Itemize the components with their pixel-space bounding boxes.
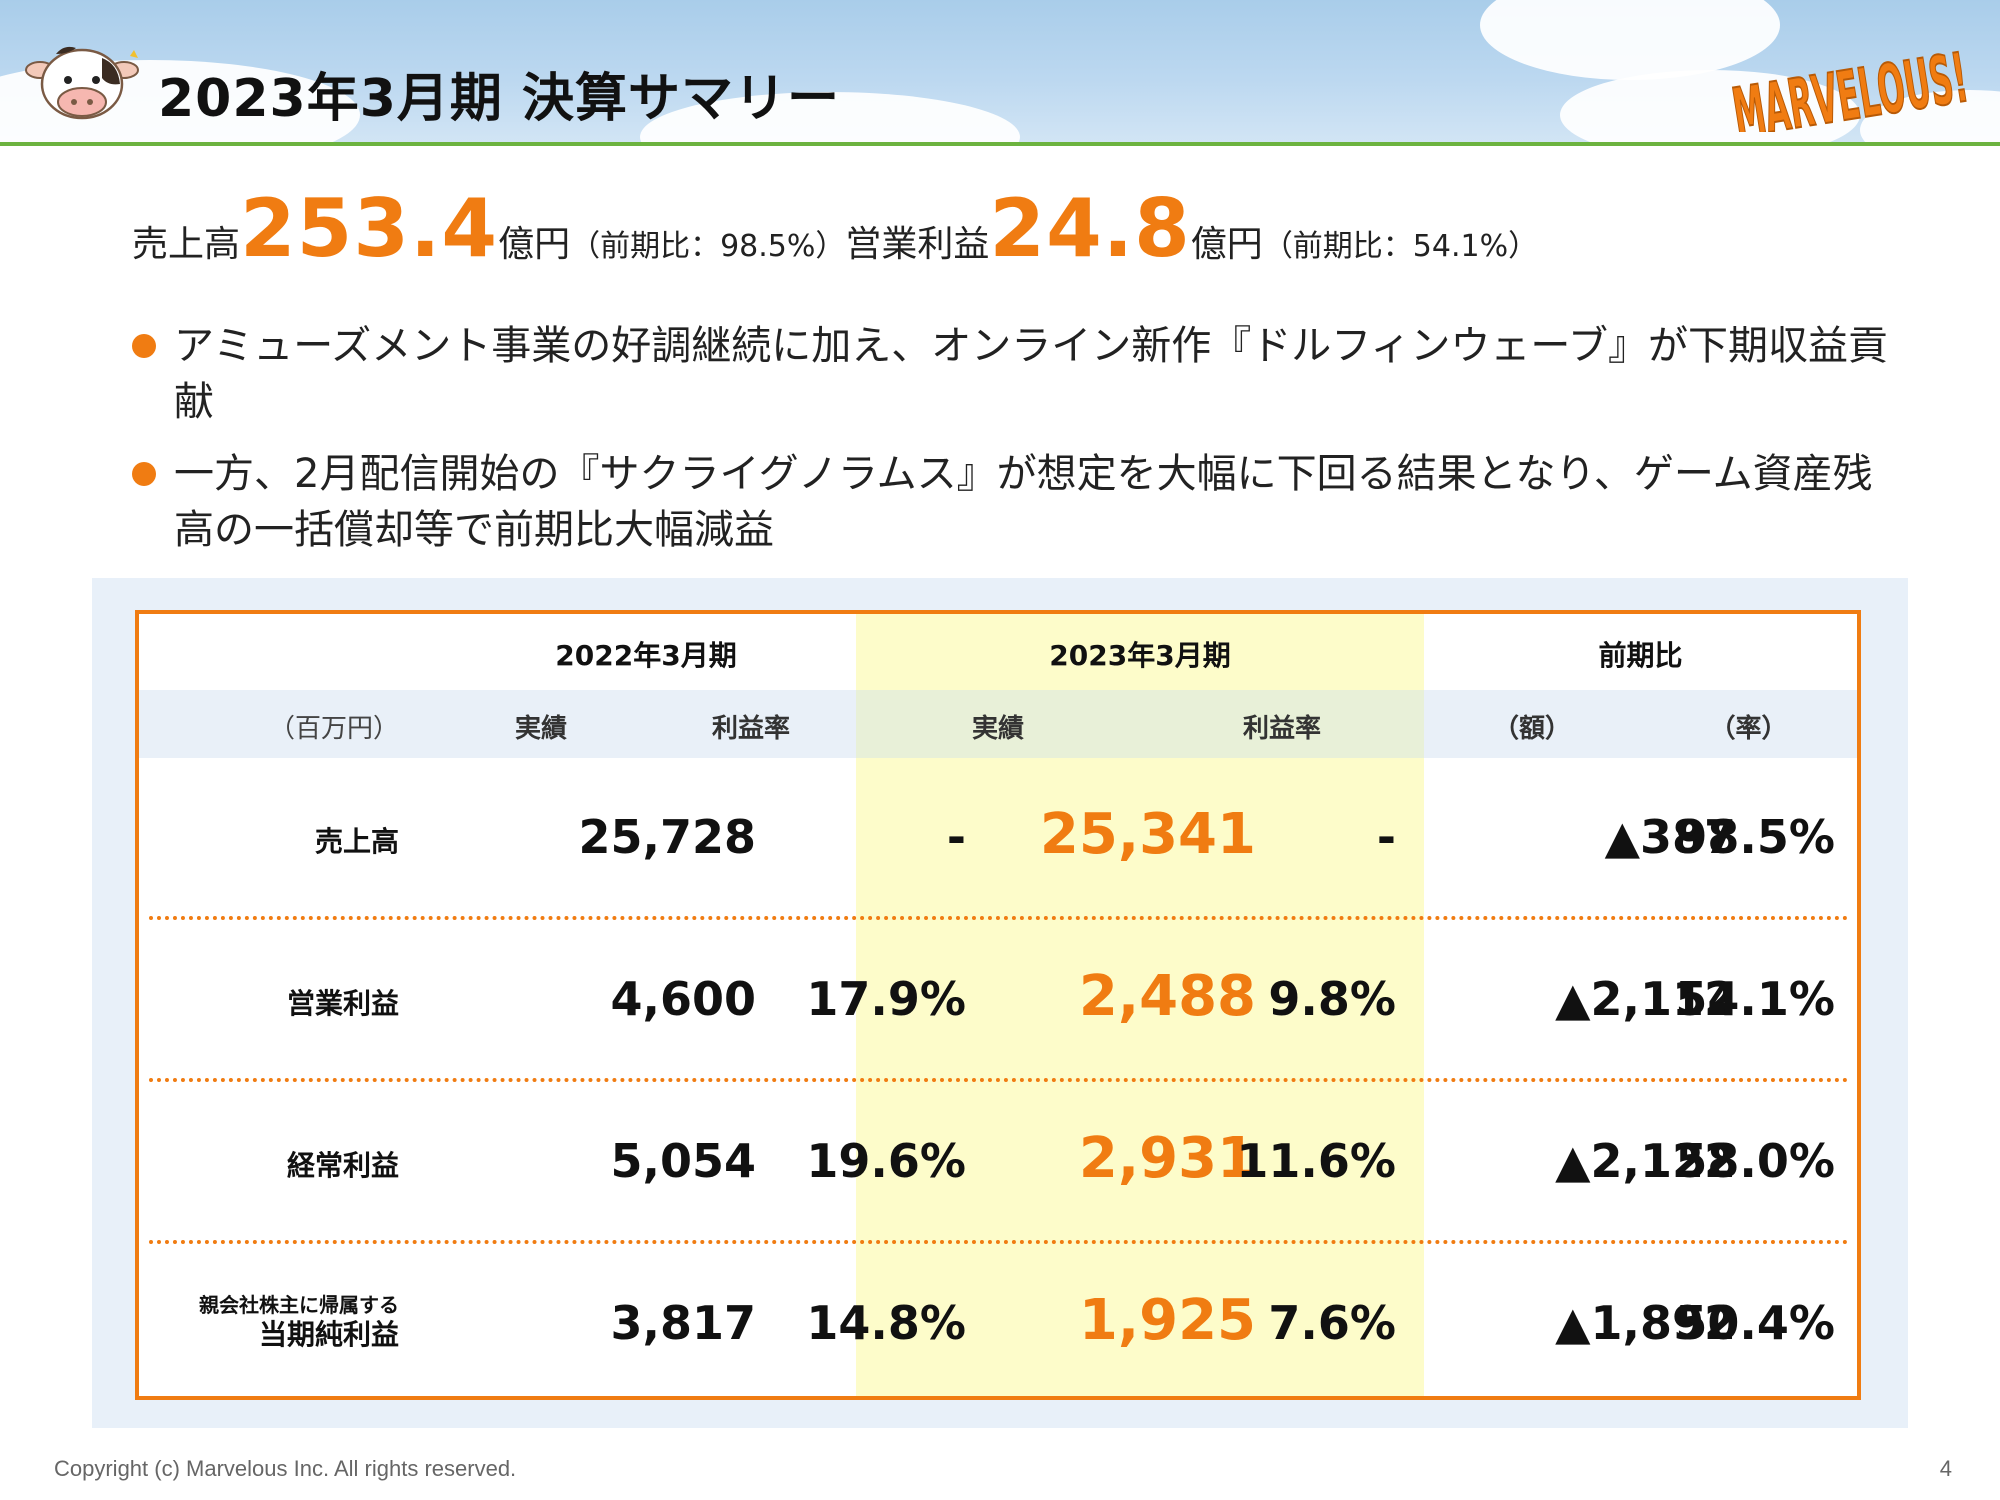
diff-amount: ▲387 <box>1604 810 1736 864</box>
list-item: 一方、2月配信開始の『サクライグノラムス』が想定を大幅に下回る結果となり、ゲーム… <box>132 446 1892 558</box>
subheader-diff-rate: （率） <box>1709 714 1788 744</box>
row-label: 経常利益 <box>286 1149 399 1182</box>
op-note: （前期比：54.1%） <box>1262 229 1539 264</box>
cur-margin: 9.8% <box>1268 972 1396 1026</box>
diff-rate: 98.5% <box>1675 810 1835 864</box>
cur-margin: - <box>1376 810 1396 864</box>
slide-header: 2023年3月期 決算サマリー MARVELOUS! <box>0 0 2000 144</box>
diff-amount: ▲1,892 <box>1555 1296 1736 1350</box>
subheader-prev-actual: 実績 <box>514 714 567 744</box>
headline-summary: 売上高253.4億円（前期比：98.5%）営業利益24.8億円（前期比：54.1… <box>132 182 1538 275</box>
group-header-cur: 2023年3月期 <box>1049 639 1231 672</box>
cur-actual: 2,931 <box>1078 1126 1256 1191</box>
cur-actual: 1,925 <box>1078 1288 1256 1353</box>
cur-margin: 11.6% <box>1236 1134 1396 1188</box>
prev-margin: - <box>946 810 966 864</box>
row-label-line1: 親会社株主に帰属する <box>199 1293 399 1317</box>
prev-actual: 4,600 <box>610 972 756 1026</box>
subheader-cur-actual: 実績 <box>971 714 1024 744</box>
cloud-decoration <box>1560 70 1860 144</box>
row-separator <box>149 916 1849 920</box>
op-label: 営業利益 <box>845 224 990 265</box>
op-unit: 億円 <box>1190 224 1263 265</box>
group-header-diff: 前期比 <box>1598 639 1683 672</box>
row-label: 親会社株主に帰属する 当期純利益 <box>159 1290 399 1350</box>
diff-amount: ▲2,122 <box>1555 1134 1736 1188</box>
prev-actual: 5,054 <box>610 1134 756 1188</box>
copyright-text: Copyright (c) Marvelous Inc. All rights … <box>54 1456 517 1481</box>
prev-margin: 19.6% <box>806 1134 966 1188</box>
row-separator <box>149 1078 1849 1082</box>
list-item: アミューズメント事業の好調継続に加え、オンライン新作『ドルフィンウェーブ』が下期… <box>132 318 1892 430</box>
page-title: 2023年3月期 決算サマリー <box>158 69 841 129</box>
page-number: 4 <box>1939 1456 1952 1481</box>
sales-label: 売上高 <box>132 224 241 265</box>
prev-margin: 17.9% <box>806 972 966 1026</box>
prev-actual: 25,728 <box>578 810 756 864</box>
cow-mascot-icon <box>25 46 139 120</box>
bullet-text: アミューズメント事業の好調継続に加え、オンライン新作『ドルフィンウェーブ』が下期… <box>174 323 1888 425</box>
diff-amount: ▲2,112 <box>1555 972 1736 1026</box>
cur-actual: 25,341 <box>1039 802 1256 867</box>
subheader-cur-margin: 利益率 <box>1242 714 1321 744</box>
subheader-diff-amount: （額） <box>1492 714 1571 744</box>
cur-margin: 7.6% <box>1268 1296 1396 1350</box>
diff-rate: 50.4% <box>1675 1296 1835 1350</box>
sales-unit: 億円 <box>498 224 571 265</box>
cur-actual: 2,488 <box>1078 964 1256 1029</box>
logo-text: MARVELOUS! <box>1728 39 1972 132</box>
row-separator <box>149 1240 1849 1244</box>
diff-rate: 54.1% <box>1675 972 1835 1026</box>
group-header-prev: 2022年3月期 <box>555 639 737 672</box>
bullet-dot-icon <box>132 462 156 486</box>
financial-summary-table: 2022年3月期 2023年3月期 前期比 （百万円） 実績 利益率 実績 利益… <box>135 610 1861 1400</box>
marvelous-logo: MARVELOUS! <box>1727 38 1972 132</box>
unit-label: （百万円） <box>268 714 399 744</box>
prev-actual: 3,817 <box>610 1296 756 1350</box>
subheader-prev-margin: 利益率 <box>711 714 790 744</box>
row-label-line2: 当期純利益 <box>258 1318 399 1351</box>
subheader-highlight <box>856 690 1424 758</box>
bullet-dot-icon <box>132 334 156 358</box>
op-value: 24.8 <box>989 182 1191 275</box>
header-divider <box>0 142 2000 146</box>
sales-note: （前期比：98.5%） <box>570 229 846 264</box>
prev-margin: 14.8% <box>806 1296 966 1350</box>
diff-rate: 58.0% <box>1675 1134 1835 1188</box>
sales-value: 253.4 <box>240 182 499 275</box>
bullet-list: アミューズメント事業の好調継続に加え、オンライン新作『ドルフィンウェーブ』が下期… <box>132 318 1892 574</box>
row-label: 営業利益 <box>286 987 399 1020</box>
row-label: 売上高 <box>314 825 399 858</box>
bullet-text: 一方、2月配信開始の『サクライグノラムス』が想定を大幅に下回る結果となり、ゲーム… <box>174 451 1873 553</box>
